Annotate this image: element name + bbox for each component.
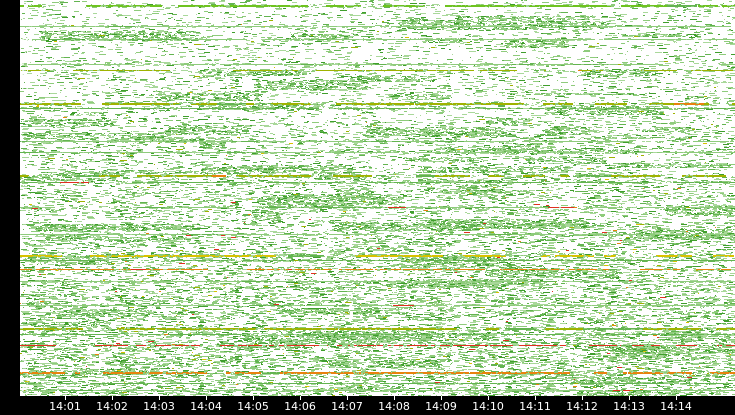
x-axis: 14:01 14:02 14:03 14:04 14:05 14:06 14:07 14:08… [0,396,735,415]
x-axis-tick-label: 14:09 [425,400,457,413]
y-axis-label-bottom-text: x.x.0.0 [18,354,31,392]
x-axis-tick-label: 14:05 [237,400,269,413]
x-axis-tick-label: 14:04 [190,400,222,413]
x-axis-tick [582,396,583,400]
x-axis-tick [65,396,66,400]
x-axis-tick [441,396,442,400]
y-axis-label-top: x.x.255.255 [0,0,31,130]
x-axis-tick [112,396,113,400]
x-axis-tick [300,396,301,400]
x-axis-tick [535,396,536,400]
x-axis-tick-label: 14:02 [96,400,128,413]
x-axis-tick-label: 14:06 [284,400,316,413]
y-axis-label-bottom: x.x.0.0 [0,300,31,396]
x-axis-tick-label: 14:03 [143,400,175,413]
x-axis-tick [394,396,395,400]
x-axis-tick-label: 14:13 [613,400,645,413]
x-axis-tick [488,396,489,400]
x-axis-tick-label: 14:14 [660,400,692,413]
x-axis-tick [159,396,160,400]
x-axis-tick [253,396,254,400]
scatter-canvas [20,0,735,396]
y-axis-label-top-text: x.x.255.255 [18,34,31,100]
x-axis-tick-label: 14:12 [566,400,598,413]
x-axis-tick-label: 14:11 [519,400,551,413]
plot-area[interactable] [20,0,735,396]
x-axis-tick [629,396,630,400]
x-axis-tick [676,396,677,400]
x-axis-tick [347,396,348,400]
x-axis-tick [206,396,207,400]
x-axis-tick-label: 14:07 [331,400,363,413]
x-axis-tick-label: 14:08 [378,400,410,413]
x-axis-tick-label: 14:01 [49,400,81,413]
x-axis-tick-label: 14:10 [472,400,504,413]
